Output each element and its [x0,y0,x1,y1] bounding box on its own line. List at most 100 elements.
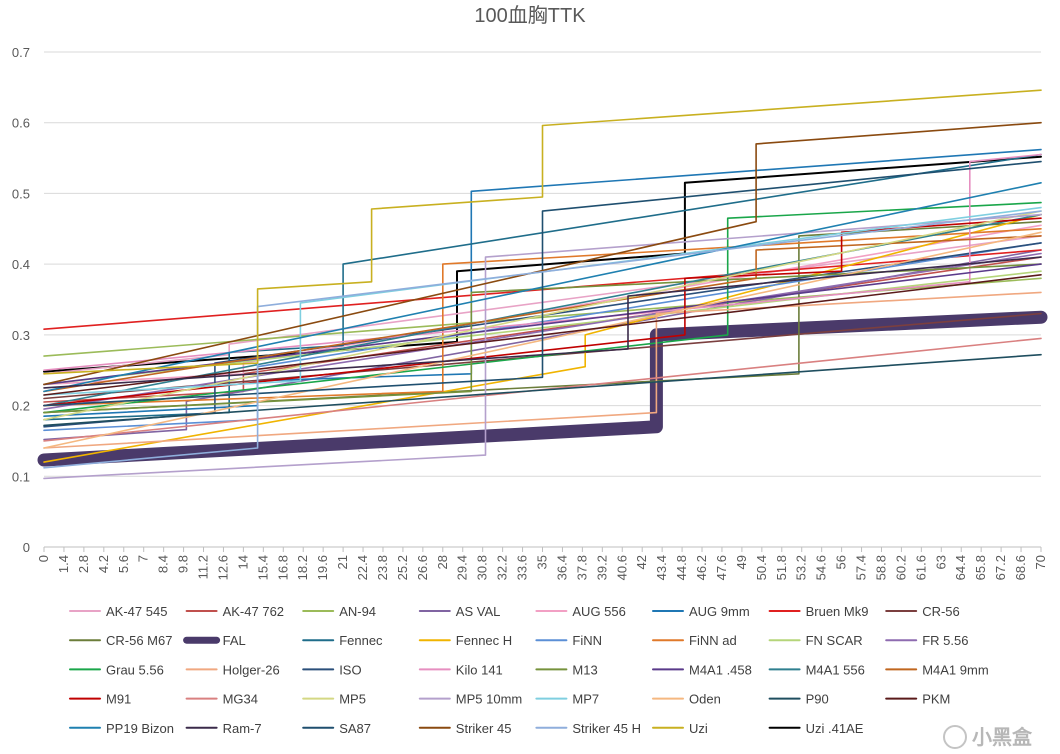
x-tick-label: 68.6 [1013,555,1028,580]
legend-item: CR-56 M67 [69,633,172,648]
legend-item: FAL [183,633,246,648]
legend-item: FiNN ad [652,633,737,648]
legend-item: FiNN [535,633,602,648]
series-line-striker-45-h [43,210,1042,469]
x-tick-label: 8.4 [156,555,171,573]
legend-label: PKM [922,692,950,707]
y-tick-label: 0.7 [12,45,30,60]
x-tick-label: 4.2 [96,555,111,573]
x-tick-label: 54.6 [814,555,829,580]
chart-title: 100血胸TTK [474,4,586,27]
x-tick-label: 5.6 [116,555,131,573]
series-line-mp5-10mm [43,213,1042,480]
legend: AK-47 545 AK-47 762 AN-94 AS VAL AUG 556 AUG … [69,604,989,736]
x-tick-label: 43.4 [654,555,669,580]
legend-label: AK-47 545 [106,604,167,619]
legend-item: Striker 45 H [535,721,641,736]
x-tick-label: 0 [36,555,51,562]
legend-label: SA87 [339,721,371,736]
x-tick-label: 33.6 [515,555,530,580]
series-line-mp7 [43,206,1042,396]
legend-label: Ram-7 [223,721,262,736]
series-line-ak-47-545 [43,235,1042,375]
watermark: 小黑盒 [943,725,1033,749]
series-line-kilo-141 [43,153,1042,372]
x-tick-label: 21 [335,555,350,569]
legend-item: AUG 556 [535,604,626,619]
series-line-aug-9mm [43,148,1042,418]
legend-label: Fennec H [456,633,512,648]
legend-label: MP7 [572,692,599,707]
legend-label: MP5 10mm [456,692,522,707]
x-tick-label: 67.2 [993,555,1008,580]
y-tick-label: 0.2 [12,399,30,414]
series-line-p90 [43,353,1042,427]
legend-label: P90 [806,692,829,707]
legend-item: Oden [652,692,721,707]
legend-item: M91 [69,692,131,707]
legend-item: AS VAL [418,604,501,619]
legend-item: Fennec [302,633,383,648]
x-tick-label: 70 [1033,555,1048,569]
legend-item: SA87 [302,721,371,736]
legend-label: Grau 5.56 [106,662,164,677]
x-tick-label: 1.4 [56,555,71,573]
legend-item: Holger-26 [185,662,280,677]
legend-item: Striker 45 [418,721,512,736]
series-line-striker-45 [43,121,1042,386]
legend-label: FiNN ad [689,633,737,648]
legend-label: Uzi .41AE [806,721,864,736]
legend-label: Uzi [689,721,708,736]
x-tick-label: 47.6 [714,555,729,580]
series-line-ram-7 [43,256,1042,389]
legend-item: AK-47 762 [185,604,284,619]
x-tick-label: 22.4 [355,555,370,580]
legend-label: Holger-26 [223,662,280,677]
x-tick-label: 18.2 [295,555,310,580]
legend-label: Fennec [339,633,383,648]
legend-item: Kilo 141 [418,662,503,677]
legend-item: FR 5.56 [885,633,968,648]
legend-label: Kilo 141 [456,662,503,677]
y-tick-label: 0.6 [12,116,30,131]
legend-label: AUG 556 [572,604,625,619]
x-tick-label: 61.6 [913,555,928,580]
legend-label: Striker 45 H [572,721,641,736]
legend-label: AS VAL [456,604,501,619]
legend-label: M4A1 9mm [922,662,988,677]
watermark-logo-icon [943,725,967,749]
x-tick-label: 50.4 [754,555,769,580]
legend-label: Bruen Mk9 [806,604,869,619]
legend-label: AN-94 [339,604,376,619]
x-tick-label: 16.8 [275,555,290,580]
legend-item: PKM [885,692,950,707]
x-tick-label: 26.6 [415,555,430,580]
legend-label: Striker 45 [456,721,512,736]
legend-label: AK-47 762 [223,604,284,619]
legend-label: Oden [689,692,721,707]
legend-label: AUG 9mm [689,604,750,619]
legend-label: FR 5.56 [922,633,968,648]
legend-item: FN SCAR [768,633,863,648]
y-tick-label: 0.3 [12,328,30,343]
x-tick-label: 32.2 [495,555,510,580]
x-tick-label: 36.4 [554,555,569,580]
legend-item: MP5 [302,692,366,707]
x-tick-label: 49 [734,555,749,569]
x-tick-label: 40.6 [614,555,629,580]
x-tick-label: 63 [933,555,948,569]
legend-item: M4A1 556 [768,662,865,677]
x-tick-label: 9.8 [176,555,191,573]
legend-label: PP19 Bizon [106,721,174,736]
legend-item: Uzi .41AE [768,721,864,736]
legend-item: AUG 9mm [652,604,750,619]
legend-label: MP5 [339,692,366,707]
legend-item: CR-56 [885,604,960,619]
x-tick-label: 35 [535,555,550,569]
axes: 0 0.1 0.2 0.3 0.4 0.5 0.6 0.7 0 1.4 2.8 4.2 5.6 7 8.4 9… [12,45,1048,580]
legend-item: M4A1 .458 [652,662,752,677]
x-tick-label: 53.2 [794,555,809,580]
x-tick-label: 51.8 [774,555,789,580]
x-tick-label: 42 [634,555,649,569]
